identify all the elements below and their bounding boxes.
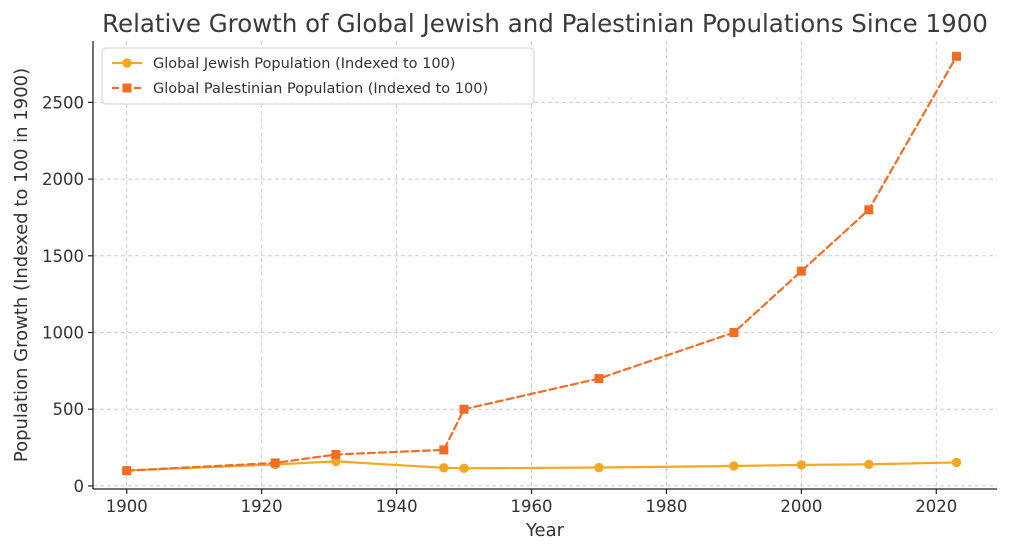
x-tick-label: 1900 (106, 497, 148, 516)
legend: Global Jewish Population (Indexed to 100… (101, 47, 535, 105)
data-point (459, 463, 469, 473)
data-point (864, 205, 874, 215)
series-line (125, 55, 958, 472)
y-tick-label: 1000 (42, 324, 84, 343)
y-tick-label: 2500 (42, 93, 84, 112)
y-tick-label: 500 (53, 400, 85, 419)
series-1 (122, 456, 962, 476)
data-point (594, 462, 604, 473)
data-point (439, 445, 449, 455)
data-point (729, 328, 739, 338)
legend-label-1: Global Jewish Population (Indexed to 100… (153, 56, 455, 72)
data-point (796, 266, 806, 276)
data-point (439, 463, 449, 473)
data-point (331, 449, 341, 459)
data-point (729, 461, 739, 471)
axes: 1900 1920 1940 1960 1980 2000 2020 0 500 1000 1500… (42, 41, 997, 516)
series-2 (122, 51, 962, 476)
series-line (125, 460, 958, 472)
x-tick-label: 1940 (376, 497, 418, 516)
chart-title: Relative Growth of Global Jewish and Pal… (102, 9, 988, 38)
legend-marker-1 (122, 58, 132, 68)
data-point (796, 460, 807, 470)
x-axis-label: Year (525, 520, 565, 541)
data-point (459, 404, 469, 414)
data-point (270, 458, 280, 468)
legend-box (101, 47, 535, 105)
y-tick-label: 0 (74, 477, 85, 496)
data-point (952, 51, 962, 61)
x-tick-label: 1960 (511, 497, 553, 516)
legend-marker-2 (122, 83, 132, 93)
data-point (331, 456, 341, 467)
data-point (122, 466, 132, 476)
grid-lines (93, 41, 997, 489)
y-axis-label: Population Growth (Indexed to 100 in 190… (11, 68, 32, 462)
y-tick-label: 2000 (42, 170, 84, 189)
x-tick-label: 1980 (645, 497, 687, 516)
y-tick-label: 1500 (42, 247, 84, 266)
data-point (951, 457, 962, 468)
data-point (864, 459, 874, 469)
legend-label-2: Global Palestinian Population (Indexed t… (153, 81, 488, 97)
series-layer (122, 51, 962, 476)
data-point (594, 374, 604, 384)
x-tick-label: 2020 (915, 497, 957, 516)
x-tick-label: 1920 (241, 497, 283, 516)
x-tick-label: 2000 (780, 497, 822, 516)
